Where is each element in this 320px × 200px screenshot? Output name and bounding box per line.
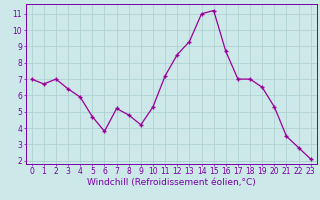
- X-axis label: Windchill (Refroidissement éolien,°C): Windchill (Refroidissement éolien,°C): [87, 178, 256, 187]
